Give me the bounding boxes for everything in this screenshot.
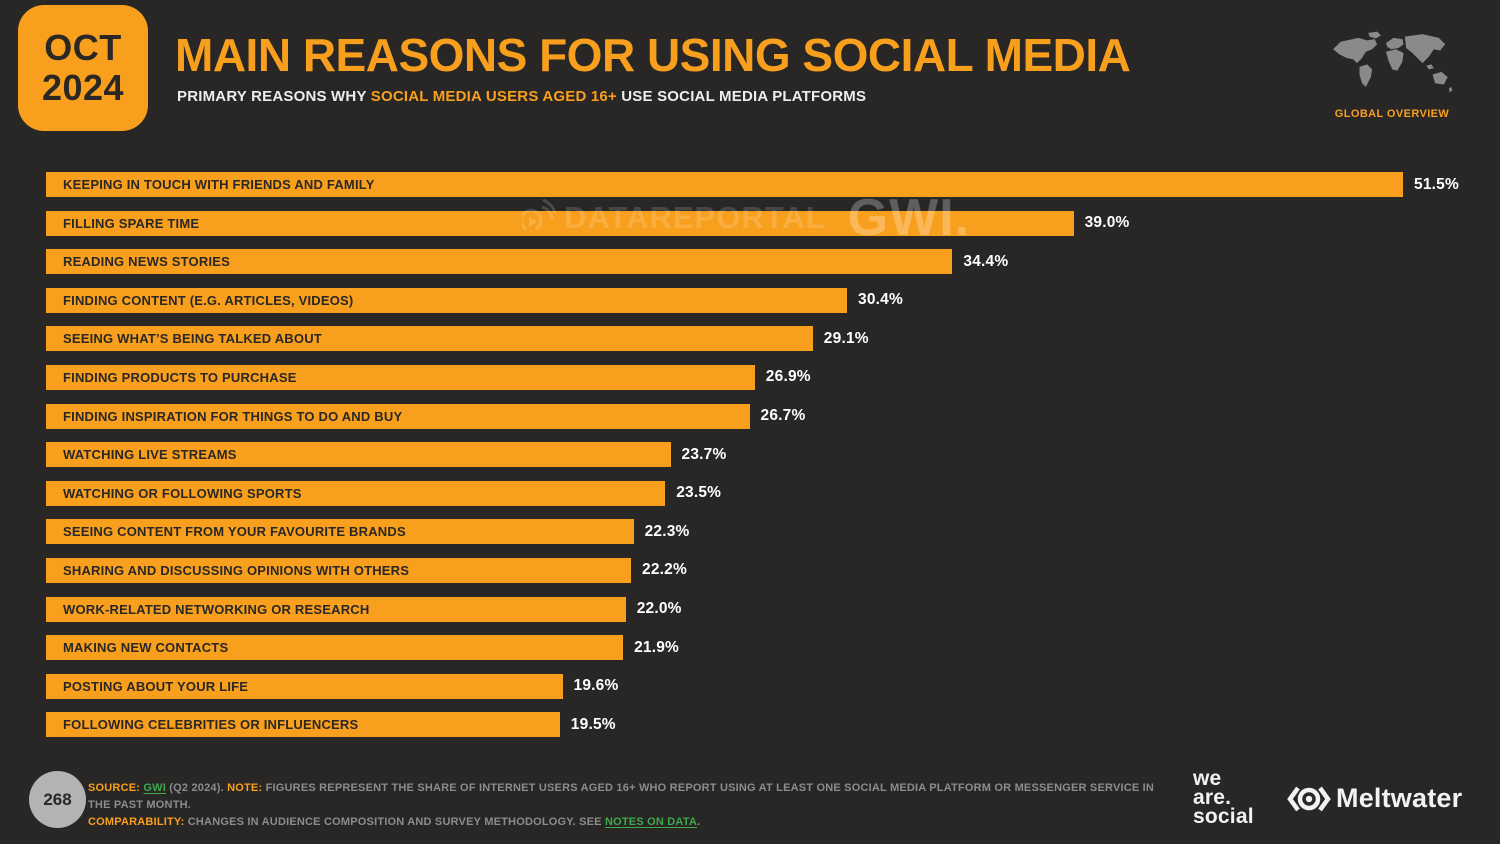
page-number-badge: 268 xyxy=(29,771,86,828)
world-map-icon xyxy=(1328,30,1456,100)
bar: WATCHING OR FOLLOWING SPORTS xyxy=(46,480,666,506)
bar-value: 19.6% xyxy=(573,677,619,695)
source-label: SOURCE: xyxy=(88,782,141,794)
was-line-2: are. xyxy=(1193,786,1232,809)
global-overview: GLOBAL OVERVIEW xyxy=(1328,30,1456,120)
bar-chart: KEEPING IN TOUCH WITH FRIENDS AND FAMILY… xyxy=(46,172,1476,751)
bar-label: FOLLOWING CELEBRITIES OR INFLUENCERS xyxy=(63,717,359,733)
bar-value: 29.1% xyxy=(823,329,869,347)
bar-value: 34.4% xyxy=(963,252,1009,270)
bar: FINDING PRODUCTS TO PURCHASE xyxy=(46,364,755,390)
bar-value: 19.5% xyxy=(570,715,616,733)
bar-row: POSTING ABOUT YOUR LIFE 19.6% xyxy=(46,673,1476,699)
bar-label: KEEPING IN TOUCH WITH FRIENDS AND FAMILY xyxy=(63,177,375,192)
bar-row: READING NEWS STORIES 34.4% xyxy=(46,249,1476,275)
bar: FILLING SPARE TIME xyxy=(46,210,1074,236)
badge-month: OCT xyxy=(44,27,122,68)
bar-label: FINDING PRODUCTS TO PURCHASE xyxy=(63,369,297,385)
subtitle-highlight: SOCIAL MEDIA USERS AGED 16+ xyxy=(370,88,617,105)
bar-row: SEEING WHAT’S BEING TALKED ABOUT 29.1% xyxy=(46,326,1476,352)
meltwater-label: Meltwater xyxy=(1336,783,1463,813)
footnote-line-1: SOURCE: GWI (Q2 2024). NOTE: FIGURES REP… xyxy=(88,780,1173,814)
bar-label: FINDING INSPIRATION FOR THINGS TO DO AND… xyxy=(63,408,403,424)
bar-row: WATCHING OR FOLLOWING SPORTS 23.5% xyxy=(46,480,1476,506)
bar-label: FINDING CONTENT (E.G. ARTICLES, VIDEOS) xyxy=(63,292,354,308)
note-label: NOTE: xyxy=(227,782,263,794)
bar: WORK-RELATED NETWORKING OR RESEARCH xyxy=(46,596,626,622)
bar: FINDING CONTENT (E.G. ARTICLES, VIDEOS) xyxy=(46,287,847,313)
bar-value: 23.7% xyxy=(681,445,727,463)
meltwater-logo: Meltwater xyxy=(1287,783,1462,814)
bar-value: 30.4% xyxy=(858,291,903,309)
was-line-1: we xyxy=(1193,767,1222,790)
bar: MAKING NEW CONTACTS xyxy=(46,635,624,661)
subtitle-prefix: PRIMARY REASONS WHY xyxy=(177,88,371,105)
page-number: 268 xyxy=(43,789,72,809)
bar-label: WORK-RELATED NETWORKING OR RESEARCH xyxy=(63,601,370,617)
bar-value: 26.9% xyxy=(765,368,811,386)
page-subtitle: PRIMARY REASONS WHY SOCIAL MEDIA USERS A… xyxy=(177,88,866,105)
bar-row: SEEING CONTENT FROM YOUR FAVOURITE BRAND… xyxy=(46,519,1476,545)
note-text: FIGURES REPRESENT THE SHARE OF INTERNET … xyxy=(88,782,1155,811)
bar: POSTING ABOUT YOUR LIFE xyxy=(46,673,563,699)
badge-year: 2024 xyxy=(41,67,125,108)
bar: FINDING INSPIRATION FOR THINGS TO DO AND… xyxy=(46,403,750,429)
page-title: MAIN REASONS FOR USING SOCIAL MEDIA xyxy=(175,29,1131,81)
bar-row: SHARING AND DISCUSSING OPINIONS WITH OTH… xyxy=(46,557,1476,583)
bar: KEEPING IN TOUCH WITH FRIENDS AND FAMILY xyxy=(46,172,1403,197)
bar-value: 26.7% xyxy=(760,407,806,425)
bar-label: SHARING AND DISCUSSING OPINIONS WITH OTH… xyxy=(63,562,410,578)
bar: READING NEWS STORIES xyxy=(46,249,953,275)
bar-value: 23.5% xyxy=(676,484,722,502)
bar-row: FILLING SPARE TIME 39.0% xyxy=(46,210,1476,236)
overview-label: GLOBAL OVERVIEW xyxy=(1334,108,1450,120)
comparability-text: CHANGES IN AUDIENCE COMPOSITION AND SURV… xyxy=(184,816,605,828)
notes-on-data-link[interactable]: NOTES ON DATA xyxy=(604,816,698,828)
bar-row: FINDING INSPIRATION FOR THINGS TO DO AND… xyxy=(46,403,1476,429)
bar: SHARING AND DISCUSSING OPINIONS WITH OTH… xyxy=(46,557,631,583)
source-after: (Q2 2024). xyxy=(166,782,228,794)
bar-row: KEEPING IN TOUCH WITH FRIENDS AND FAMILY… xyxy=(46,172,1476,197)
bar-label: WATCHING OR FOLLOWING SPORTS xyxy=(63,485,302,501)
footnote: SOURCE: GWI (Q2 2024). NOTE: FIGURES REP… xyxy=(88,780,1173,831)
bar-value: 21.9% xyxy=(634,638,680,656)
bar-value: 22.2% xyxy=(642,561,687,579)
comparability-end: . xyxy=(697,816,701,828)
date-badge: OCT 2024 xyxy=(18,5,148,131)
bar-value: 39.0% xyxy=(1084,214,1130,232)
bar-label: WATCHING LIVE STREAMS xyxy=(63,447,237,463)
bar-label: SEEING WHAT’S BEING TALKED ABOUT xyxy=(63,331,322,347)
comparability-label: COMPARABILITY: xyxy=(88,816,185,828)
meltwater-eye-icon xyxy=(1287,785,1336,813)
bar-label: READING NEWS STORIES xyxy=(63,254,231,270)
bar: WATCHING LIVE STREAMS xyxy=(46,442,671,468)
bar-row: FOLLOWING CELEBRITIES OR INFLUENCERS 19.5… xyxy=(46,712,1476,738)
bar-value: 22.3% xyxy=(644,522,690,540)
source-link[interactable]: GWI xyxy=(143,782,166,794)
bar: SEEING WHAT’S BEING TALKED ABOUT xyxy=(46,326,813,352)
bar-row: MAKING NEW CONTACTS 21.9% xyxy=(46,635,1476,661)
bar-row: FINDING CONTENT (E.G. ARTICLES, VIDEOS) 3… xyxy=(46,287,1476,313)
bar-value: 22.0% xyxy=(636,600,682,618)
bar-value: 51.5% xyxy=(1414,175,1459,193)
bar-label: POSTING ABOUT YOUR LIFE xyxy=(63,678,249,694)
we-are-social-logo: we are. social xyxy=(1193,767,1254,828)
bar-row: WATCHING LIVE STREAMS 23.7% xyxy=(46,442,1476,468)
bar-row: FINDING PRODUCTS TO PURCHASE 26.9% xyxy=(46,364,1476,390)
subtitle-suffix: USE SOCIAL MEDIA PLATFORMS xyxy=(616,88,867,105)
was-line-3: social xyxy=(1193,805,1254,828)
footnote-line-2: COMPARABILITY: CHANGES IN AUDIENCE COMPO… xyxy=(88,814,1173,831)
bar-label: SEEING CONTENT FROM YOUR FAVOURITE BRAND… xyxy=(63,524,406,540)
bar-label: MAKING NEW CONTACTS xyxy=(63,640,229,656)
bar-row: WORK-RELATED NETWORKING OR RESEARCH 22.0% xyxy=(46,596,1476,622)
bar: SEEING CONTENT FROM YOUR FAVOURITE BRAND… xyxy=(46,519,634,545)
bar-label: FILLING SPARE TIME xyxy=(63,215,200,231)
bar: FOLLOWING CELEBRITIES OR INFLUENCERS xyxy=(46,712,560,738)
